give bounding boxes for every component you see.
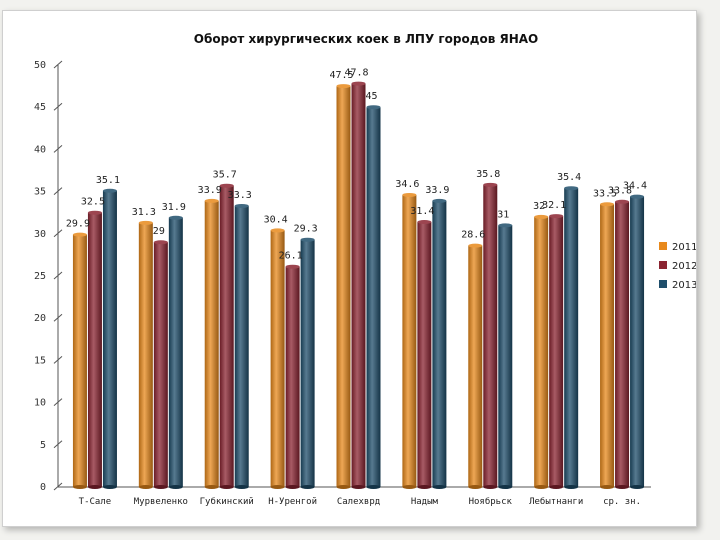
bar-2011-6 [468, 243, 483, 489]
bar-2011-5 [402, 192, 417, 489]
bar-2013-2 [234, 203, 249, 489]
bar-2012-2 [219, 183, 234, 489]
x-tick-label: Губкинский [200, 496, 254, 507]
x-tick-label: ср. зн. [603, 497, 641, 507]
bar-2012-0 [87, 210, 102, 489]
legend-label: 2012 [672, 261, 696, 272]
data-label: 31.3 [132, 207, 156, 218]
bar-2013-6 [498, 223, 513, 489]
legend: 2011 2012 2013 [659, 242, 696, 291]
bar-2012-5 [417, 219, 432, 489]
data-label: 33.9 [425, 185, 449, 196]
data-label: 45 [365, 91, 377, 102]
bar-2013-1 [168, 215, 183, 489]
chart-area: Оборот хирургических коек в ЛПУ городов … [34, 32, 696, 507]
data-label: 34.6 [395, 179, 419, 190]
x-tick-label: Мурвеленко [134, 497, 188, 507]
data-label: 34.4 [623, 181, 647, 192]
bar-2012-8 [615, 199, 630, 489]
data-label: 29 [153, 226, 165, 237]
data-label: 32 [533, 201, 545, 212]
data-label: 32.1 [542, 200, 566, 211]
y-tick-label: 0 [40, 482, 46, 493]
y-tick-label: 10 [34, 398, 46, 409]
y-tick-mark [53, 187, 63, 195]
data-label: 47.8 [344, 68, 368, 79]
chart-frame: Оборот хирургических коек в ЛПУ городов … [2, 10, 697, 527]
data-label: 47.5 [329, 70, 353, 81]
y-tick-mark [53, 60, 63, 69]
bar-2013-7 [564, 186, 579, 489]
y-tick-mark [53, 145, 63, 153]
bar-2011-4 [336, 84, 351, 489]
legend-swatch [659, 261, 667, 269]
data-label: 35.7 [213, 170, 237, 181]
bar-2013-4 [366, 105, 381, 489]
y-tick-mark [53, 440, 63, 449]
data-labels: 29.9 32.5 35.1 31.3 29 31.9 33.9 35.7 33.3 30.4 26… [66, 68, 647, 262]
data-label: 32.5 [81, 197, 105, 208]
data-label: 31.9 [162, 202, 186, 213]
y-tick-mark [53, 482, 63, 491]
legend-label: 2011 [672, 242, 696, 253]
bar-2012-6 [483, 182, 498, 489]
data-label: 33.8 [608, 186, 632, 197]
y-tick-label: 30 [34, 229, 46, 240]
y-tick-mark [53, 102, 63, 111]
bar-2011-0 [72, 232, 87, 489]
data-label: 35.1 [96, 175, 120, 186]
y-tick-label: 5 [40, 440, 46, 451]
bar-2011-7 [534, 214, 549, 489]
bar-2011-2 [204, 198, 219, 489]
x-tick-label: Ноябрьск [469, 496, 513, 507]
y-tick-label: 40 [34, 144, 46, 155]
bar-2012-7 [549, 214, 564, 489]
data-label: 35.4 [557, 172, 581, 183]
data-label: 33.5 [593, 188, 617, 199]
chart-title: Оборот хирургических коек в ЛПУ городов … [194, 32, 538, 46]
y-tick-mark [53, 229, 63, 238]
bars [72, 81, 645, 489]
data-label: 30.4 [264, 214, 288, 225]
data-label: 29.9 [66, 219, 90, 230]
y-tick-mark [53, 356, 63, 364]
y-tick-mark [53, 271, 63, 280]
data-label: 29.3 [294, 224, 318, 235]
y-tick-mark [53, 313, 63, 322]
x-tick-label: Надым [411, 497, 439, 507]
bar-2011-3 [270, 228, 285, 489]
data-label: 28.6 [461, 230, 485, 241]
bar-2013-5 [432, 198, 447, 489]
y-tick-mark [53, 398, 63, 406]
bar-2012-4 [351, 81, 366, 489]
y-tick-label: 45 [34, 102, 46, 113]
y-tick-label: 25 [34, 271, 46, 282]
bar-2013-8 [630, 194, 645, 489]
data-label: 31.4 [410, 206, 434, 217]
y-tick-label: 50 [34, 60, 46, 71]
x-tick-label: Салехврд [337, 497, 380, 507]
data-label: 33.9 [198, 185, 222, 196]
y-tick-label: 35 [34, 187, 46, 198]
bar-2013-3 [300, 237, 315, 489]
x-tick-label: Н-Уренгой [268, 497, 317, 507]
x-tick-label: Т-Сале [79, 497, 112, 507]
x-tick-label: Лебытнанги [529, 496, 583, 507]
data-label: 33.3 [228, 190, 252, 201]
legend-label: 2013 [672, 280, 696, 291]
bar-2012-3 [285, 264, 300, 489]
bar-2012-1 [153, 240, 168, 489]
legend-swatch [659, 242, 667, 250]
data-label: 31 [497, 209, 509, 220]
y-tick-label: 20 [34, 313, 46, 324]
y-tick-label: 15 [34, 355, 46, 366]
bar-2011-1 [138, 220, 153, 489]
bar-2013-0 [102, 188, 117, 489]
legend-swatch [659, 280, 667, 288]
data-label: 26.1 [279, 251, 303, 262]
data-label: 35.8 [476, 169, 500, 180]
bar-2011-8 [600, 202, 615, 489]
